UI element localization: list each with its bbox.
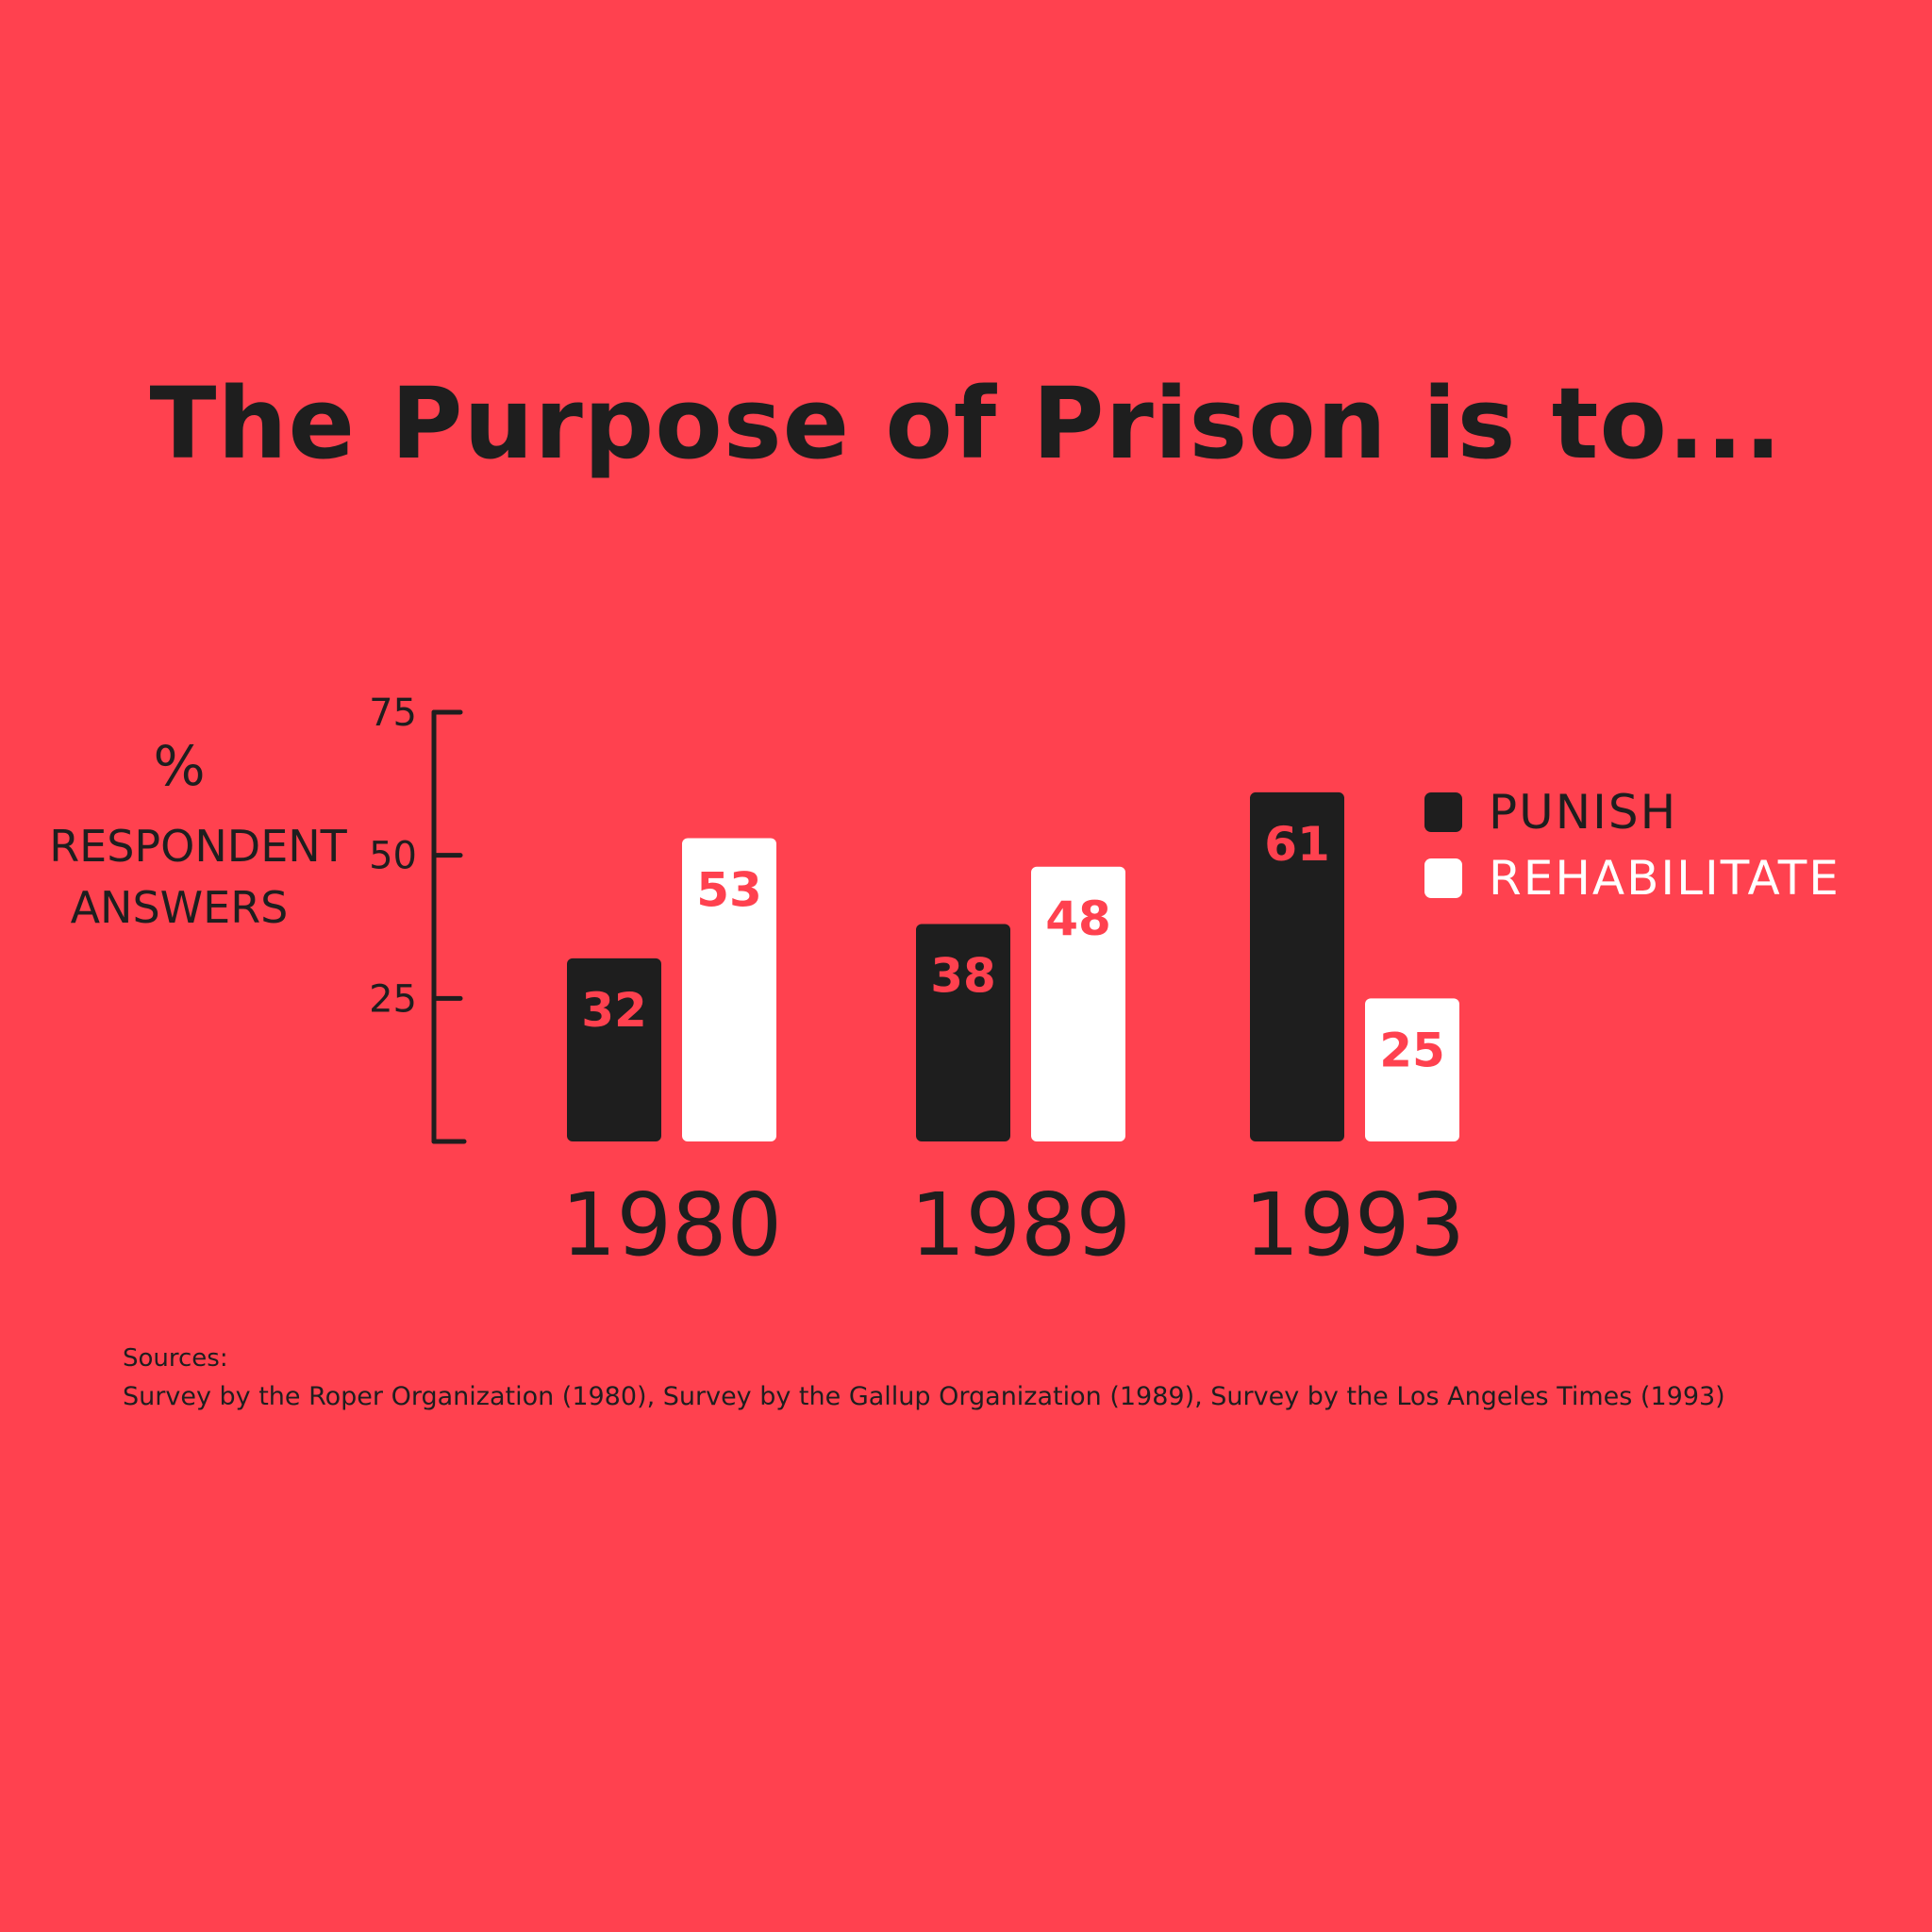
y-axis-unit: % [153, 734, 206, 798]
y-tick-label: 25 [369, 977, 417, 1021]
legend-swatch-rehabilitate [1424, 858, 1462, 898]
legend-item-rehabilitate: REHABILITATE [1424, 847, 1840, 909]
bar-punish-1989 [916, 924, 1010, 1141]
y-axis-label-line1: RESPONDENT [49, 821, 347, 872]
legend: PUNISH REHABILITATE [1424, 781, 1840, 913]
bar-rehabilitate-1989 [1031, 866, 1125, 1141]
sources-note: Sources: Survey by the Roper Organizatio… [123, 1344, 1725, 1411]
x-category-label: 1980 [561, 1174, 782, 1275]
bar-value-label: 25 [1379, 1023, 1445, 1077]
y-tick-label: 75 [369, 691, 417, 735]
bar-punish-1980 [567, 958, 661, 1141]
x-category-label: 1989 [910, 1174, 1131, 1275]
y-tick-label: 50 [369, 835, 417, 878]
sources-label: Sources: [123, 1344, 228, 1373]
legend-label-punish: PUNISH [1489, 785, 1678, 840]
chart-title: The Purpose of Prison is to... [149, 366, 1783, 481]
bar-value-label: 48 [1045, 891, 1111, 946]
sources-text: Survey by the Roper Organization (1980),… [123, 1382, 1725, 1411]
bar-value-label: 61 [1264, 817, 1330, 872]
bar-value-label: 38 [930, 948, 996, 1003]
bar-rehabilitate-1980 [682, 838, 776, 1141]
bar-rehabilitate-1993 [1365, 998, 1459, 1141]
bar-punish-1993 [1250, 791, 1344, 1141]
y-axis-label-line2: ANSWERS [70, 882, 289, 933]
bar-value-label: 32 [581, 983, 647, 1038]
legend-item-punish: PUNISH [1424, 781, 1840, 843]
bar-value-label: 53 [696, 862, 762, 917]
legend-swatch-punish [1424, 792, 1462, 832]
legend-label-rehabilitate: REHABILITATE [1489, 851, 1840, 906]
x-category-label: 1993 [1244, 1174, 1465, 1275]
